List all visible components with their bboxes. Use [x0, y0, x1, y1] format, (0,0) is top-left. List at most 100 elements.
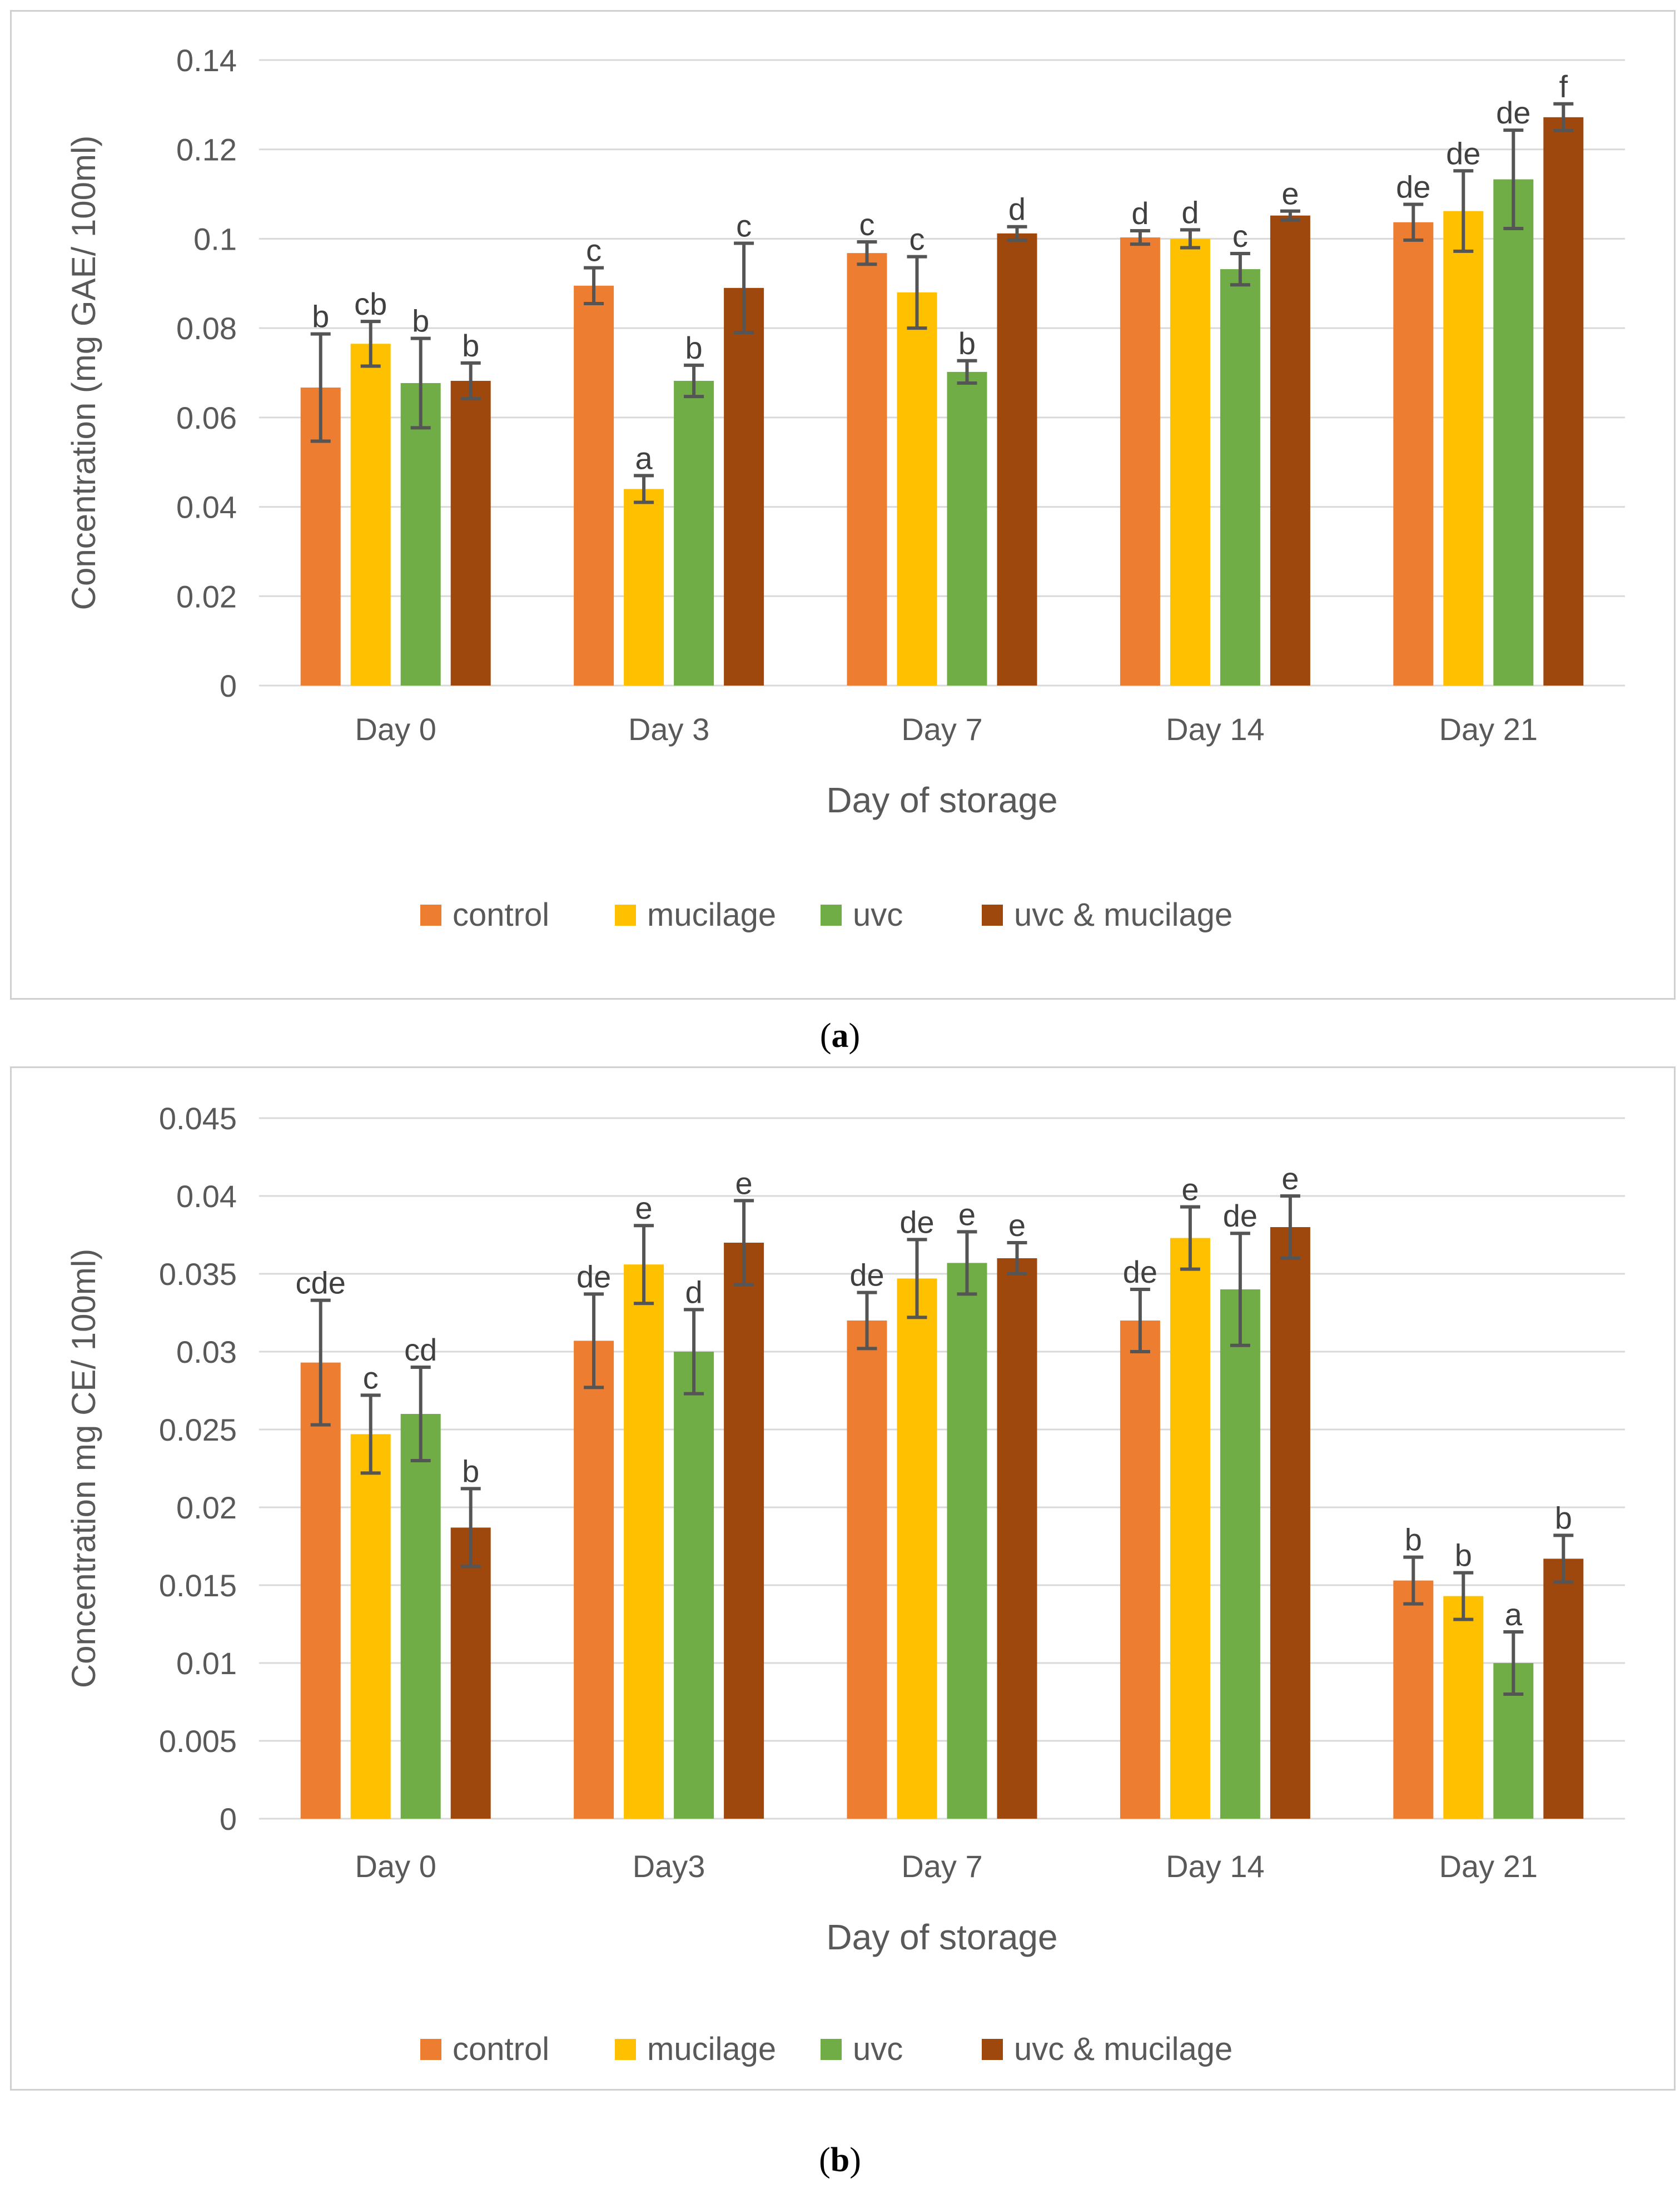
significance-label: e — [1281, 1161, 1299, 1196]
significance-label: de — [899, 1204, 934, 1239]
bar — [624, 1264, 664, 1819]
bar — [624, 489, 664, 686]
bar — [947, 1263, 987, 1819]
caption-a: (a) — [784, 1016, 896, 1056]
y-axis-title: Concentration (mg GAE/ 100ml) — [65, 136, 102, 610]
legend-swatch — [821, 2039, 842, 2060]
x-tick-label: Day 14 — [1166, 712, 1264, 747]
y-axis-title: Concentration mg CE/ 100ml) — [65, 1249, 102, 1688]
bar — [1270, 215, 1310, 686]
y-tick-label: 0.12 — [176, 132, 237, 167]
significance-label: e — [1008, 1208, 1026, 1243]
bar — [674, 1352, 714, 1819]
bar — [674, 380, 714, 686]
bar — [897, 292, 937, 686]
significance-label: b — [462, 328, 479, 363]
significance-label: de — [1446, 136, 1480, 171]
y-tick-label: 0.03 — [176, 1334, 237, 1369]
bar — [897, 1278, 937, 1819]
caption-b-open: ( — [819, 2141, 831, 2179]
significance-label: c — [909, 222, 925, 257]
significance-label: de — [1223, 1198, 1257, 1233]
x-tick-label: Day 0 — [355, 1849, 436, 1884]
y-tick-label: 0.01 — [176, 1646, 237, 1681]
legend-swatch — [982, 2039, 1003, 2060]
caption-a-open: ( — [819, 1017, 832, 1055]
significance-label: d — [1008, 192, 1026, 227]
significance-label: e — [958, 1197, 976, 1232]
bar — [1120, 237, 1160, 686]
legend-swatch — [420, 2039, 441, 2060]
significance-label: d — [1181, 195, 1199, 230]
chart-panel-a: 0 0.02 0.04 0.06 0.08 0.1 0.12 0.14 b c c d de cb a c d d… — [10, 10, 1676, 1000]
significance-label: e — [1281, 176, 1299, 211]
y-tick-label: 0.015 — [159, 1568, 237, 1603]
y-tick-label: 0.02 — [176, 579, 237, 614]
bar — [1120, 1321, 1160, 1819]
x-axis-title: Day of storage — [826, 1917, 1057, 1957]
x-tick-label: Day 21 — [1439, 712, 1538, 747]
significance-label: b — [1455, 1538, 1472, 1573]
bar — [1393, 222, 1434, 686]
significance-label: de — [1496, 95, 1530, 130]
legend-swatch — [982, 905, 1003, 926]
legend-label: control — [453, 897, 549, 933]
bar — [400, 383, 441, 686]
significance-label: c — [1232, 219, 1248, 254]
significance-label: b — [312, 299, 329, 334]
x-tick-label: Day 0 — [355, 712, 436, 747]
bar — [1220, 1289, 1260, 1819]
bar — [997, 1258, 1037, 1819]
bar — [1443, 1596, 1484, 1819]
y-tick-label: 0.08 — [176, 311, 237, 346]
bar — [450, 1527, 491, 1819]
y-tick-label: 0.04 — [176, 490, 237, 525]
significance-label: b — [1555, 1500, 1572, 1535]
significance-label: e — [735, 1165, 753, 1200]
bar — [1270, 1227, 1310, 1819]
y-tick-label: 0 — [220, 1801, 237, 1836]
caption-b-letter: b — [830, 2141, 850, 2179]
chart-b: 0 0.005 0.01 0.015 0.02 0.025 0.03 0.035 0.04 0.0… — [65, 1101, 1625, 2067]
significance-label: d — [1131, 196, 1149, 231]
y-tick-label: 0.025 — [159, 1412, 237, 1447]
legend-label: uvc & mucilage — [1014, 897, 1232, 933]
caption-b-close: ) — [849, 2141, 861, 2179]
bar — [574, 1341, 614, 1819]
legend-label: mucilage — [647, 897, 776, 933]
significance-label: cd — [404, 1332, 437, 1367]
y-tick-label: 0.005 — [159, 1724, 237, 1759]
legend-swatch — [420, 905, 441, 926]
y-tick-label: 0.14 — [176, 43, 237, 78]
bar — [847, 1321, 887, 1819]
bar — [1170, 1238, 1210, 1819]
significance-label: b — [1405, 1522, 1422, 1557]
caption-a-close: ) — [848, 1017, 861, 1055]
significance-label: e — [1181, 1172, 1199, 1207]
significance-label: cb — [354, 286, 387, 321]
bar — [350, 344, 391, 686]
significance-label: d — [685, 1274, 703, 1309]
legend-label: mucilage — [647, 2031, 776, 2067]
significance-label: c — [586, 233, 602, 268]
significance-label: de — [1396, 170, 1430, 205]
y-tick-label: 0.04 — [176, 1179, 237, 1214]
bar — [847, 253, 887, 686]
legend-label: uvc — [853, 2031, 903, 2067]
bar — [1543, 1558, 1584, 1819]
bar — [947, 371, 987, 686]
significance-label: b — [462, 1453, 479, 1488]
bar — [1220, 269, 1260, 686]
legend-label: control — [453, 2031, 549, 2067]
significance-label: b — [412, 304, 429, 339]
significance-label: e — [635, 1190, 653, 1225]
y-tick-label: 0.045 — [159, 1101, 237, 1136]
x-tick-label: Day 3 — [628, 712, 709, 747]
x-tick-label: Day3 — [633, 1849, 705, 1884]
x-tick-label: Day 7 — [901, 712, 982, 747]
significance-label: b — [685, 330, 703, 365]
bar — [1543, 117, 1584, 686]
legend-swatch — [821, 905, 842, 926]
bar — [724, 287, 764, 686]
